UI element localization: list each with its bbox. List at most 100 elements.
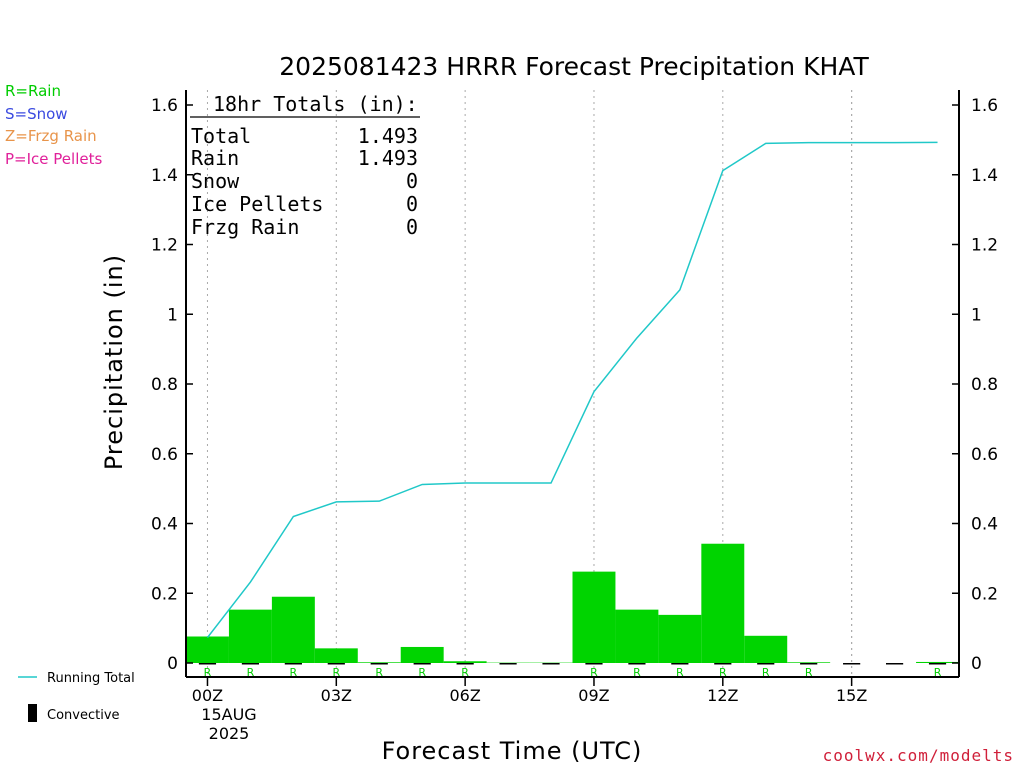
y-tick-label-left: 1 <box>167 305 178 325</box>
legend-snow: S=Snow <box>5 105 68 123</box>
credit-text: coolwx.com/modelts <box>823 746 1014 765</box>
date-label-year: 2025 <box>209 724 250 743</box>
precip-type-marker: R <box>676 666 684 679</box>
precip-type-marker: R <box>375 666 383 679</box>
precip-type-marker: R <box>290 666 298 679</box>
rain-bar <box>228 609 272 663</box>
legend-ice-pellets: P=Ice Pellets <box>5 150 102 168</box>
y-tick-label-left: 0.2 <box>151 584 178 604</box>
totals-ice-label: Ice Pellets <box>191 192 323 216</box>
x-tick-label: 15Z <box>836 686 867 705</box>
convective-bar <box>843 663 861 665</box>
rain-bar <box>744 635 788 663</box>
totals-frzg-label: Frzg Rain <box>191 215 299 239</box>
precip-type-marker: R <box>762 666 770 679</box>
precip-type-legend: R=Rain S=Snow Z=Frzg Rain P=Ice Pellets <box>5 82 102 168</box>
precip-type-marker: R <box>934 666 942 679</box>
x-tick-label: 09Z <box>578 686 609 705</box>
y-tick-label-left: 1.4 <box>151 166 178 186</box>
y-ticks: 0 00.2 0.20.4 0.40.6 0.60.8 0.81 11.2 1.21.4 1.4… <box>151 96 998 674</box>
totals-rain-label: Rain <box>191 146 239 170</box>
rain-bar <box>787 662 831 663</box>
totals-total-value: 1.493 <box>358 124 418 148</box>
precip-type-marker: R <box>805 666 813 679</box>
precip-type-marker: R <box>247 666 255 679</box>
y-tick-label-left: 0.6 <box>151 445 178 465</box>
convective-bar <box>928 663 947 665</box>
grid-lines <box>206 90 853 677</box>
precip-type-marker: R <box>461 666 469 679</box>
y-tick-label-right: 0 <box>971 654 982 674</box>
chart-title: 2025081423 HRRR Forecast Precipitation K… <box>279 52 869 81</box>
rain-bar <box>271 596 315 663</box>
convective-bar <box>456 663 474 665</box>
convective-bar <box>327 663 345 665</box>
precip-type-marker: R <box>633 666 641 679</box>
convective-swatch <box>28 704 37 722</box>
y-tick-label-right: 1.4 <box>971 166 998 186</box>
y-tick-label-right: 1 <box>971 305 982 325</box>
x-tick-label: 03Z <box>321 686 352 705</box>
x-tick-label: 12Z <box>707 686 738 705</box>
totals-frzg-value: 0 <box>406 215 418 239</box>
convective-bar <box>671 663 689 665</box>
y-tick-label-left: 0.4 <box>151 515 178 535</box>
y-tick-label-left: 0.8 <box>151 375 178 395</box>
legend-rain: R=Rain <box>5 82 61 100</box>
convective-bar <box>628 663 646 665</box>
totals-ice-value: 0 <box>406 192 418 216</box>
convective-bar <box>499 663 517 665</box>
precip-type-marker: R <box>418 666 426 679</box>
totals-rain-value: 1.493 <box>358 146 418 170</box>
rain-bars <box>186 543 959 663</box>
rain-bar <box>615 609 659 663</box>
rain-bar <box>186 636 229 663</box>
precip-type-marker: R <box>590 666 598 679</box>
convective-bar <box>885 663 904 665</box>
precip-type-marker: R <box>204 666 212 679</box>
rain-bar <box>443 661 487 663</box>
x-axis-label: Forecast Time (UTC) <box>382 737 643 765</box>
date-label-day: 15AUG <box>201 705 256 724</box>
rain-bar <box>314 648 358 663</box>
rain-bar <box>658 614 702 663</box>
totals-snow-label: Snow <box>191 169 240 193</box>
y-tick-label-right: 0.4 <box>971 515 998 535</box>
y-tick-label-right: 0.2 <box>971 584 998 604</box>
x-tick-label: 06Z <box>449 686 480 705</box>
y-axis-label: Precipitation (in) <box>100 254 128 470</box>
convective-bars <box>198 663 947 665</box>
totals-total-label: Total <box>191 124 251 148</box>
x-ticks: 00Z 03Z 06Z 09Z 12Z 15Z <box>192 677 867 705</box>
y-tick-label-right: 0.6 <box>971 445 998 465</box>
convective-bar <box>241 663 260 665</box>
y-tick-label-right: 1.2 <box>971 236 998 256</box>
rain-bar <box>357 662 401 663</box>
precip-type-marker: R <box>719 666 727 679</box>
y-tick-label-left: 1.2 <box>151 236 178 256</box>
y-tick-label-left: 1.6 <box>151 96 178 116</box>
rain-bar <box>400 646 444 663</box>
y-tick-label-right: 1.6 <box>971 96 998 116</box>
convective-bar <box>800 663 818 665</box>
totals-snow-value: 0 <box>406 169 418 193</box>
legend-frzg-rain: Z=Frzg Rain <box>5 127 97 145</box>
totals-box: 18hr Totals (in): Total 1.493 Rain 1.493… <box>190 92 420 239</box>
convective-bar <box>284 663 302 665</box>
x-tick-label: 00Z <box>192 686 223 705</box>
series-legend: Running Total Convective <box>18 671 135 723</box>
convective-bar <box>413 663 431 665</box>
running-total-legend-label: Running Total <box>47 671 135 686</box>
rain-bar <box>916 661 959 663</box>
convective-bar <box>585 663 603 665</box>
convective-legend-label: Convective <box>47 708 120 723</box>
rain-bar <box>701 543 745 663</box>
rain-bar <box>572 571 616 663</box>
totals-header: 18hr Totals (in): <box>213 92 418 116</box>
convective-bar <box>757 663 775 665</box>
convective-bar <box>370 663 388 665</box>
convective-bar <box>714 663 732 665</box>
running-total-line <box>206 141 938 639</box>
